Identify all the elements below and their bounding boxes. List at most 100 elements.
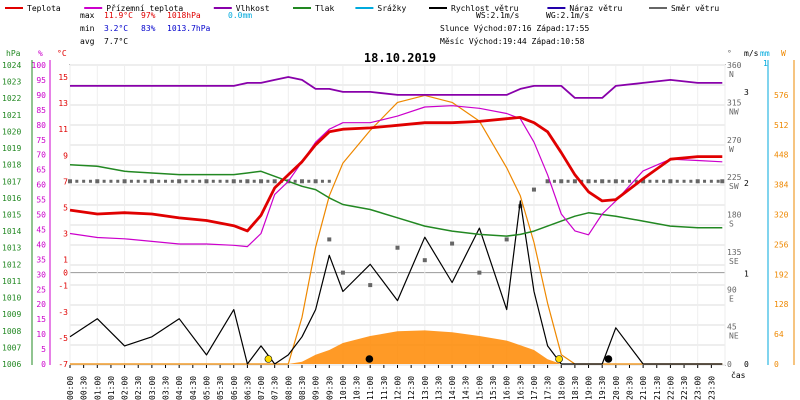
- axis-time-tick: 13:30: [434, 376, 443, 400]
- axis-dir-label: °: [727, 49, 732, 58]
- axis-humidity-tick: 50: [36, 211, 46, 220]
- axis-solar-tick: 576: [774, 91, 789, 100]
- axis-pressure-tick: 1015: [2, 211, 21, 220]
- info-sun: Slunce Východ:07:16 Západ:17:55: [440, 24, 589, 33]
- axis-temp-tick: -1: [58, 282, 68, 291]
- wind-dir-dot: [327, 179, 331, 183]
- axis-pressure-tick: 1014: [2, 227, 21, 236]
- info-moon: Měsíc Východ:19:44 Západ:10:58: [440, 37, 585, 46]
- wind-dir-dot: [627, 179, 631, 183]
- axis-humidity-tick: 85: [36, 106, 46, 115]
- axis-solar-tick: 64: [774, 330, 784, 339]
- axis-time-tick: 06:00: [230, 376, 239, 400]
- axis-humidity-tick: 40: [36, 240, 46, 249]
- stats-max-temp: 11.9°C: [104, 11, 133, 20]
- wind-dir-dot: [157, 179, 161, 183]
- wind-dir-point: [477, 270, 482, 275]
- axis-humidity-tick: 55: [36, 196, 46, 205]
- axis-humidity-label: %: [38, 49, 43, 58]
- wind-dir-dot: [300, 179, 304, 183]
- pressure-line: [69, 163, 723, 237]
- axis-dir-tick: 360: [727, 61, 742, 70]
- legend-label-wind: Rychlost větru: [451, 4, 519, 13]
- wind-dir-dot: [129, 179, 133, 183]
- moonrise-marker: [604, 355, 613, 363]
- wind-dir-point: [504, 237, 509, 242]
- wind-dir-dot: [682, 179, 686, 183]
- axis-humidity-tick: 70: [36, 151, 46, 160]
- axis-time-tick: 10:30: [353, 376, 362, 400]
- stats-max-press: 1018hPa: [167, 11, 201, 20]
- axis-time-tick: 18:30: [571, 376, 580, 400]
- legend-label-dir: Směr větru: [671, 4, 719, 13]
- axis-humidity-tick: 75: [36, 136, 46, 145]
- axis-time-tick: 00:00: [66, 376, 75, 400]
- wind-dir-point: [340, 270, 345, 275]
- stats-max-hum: 97%: [141, 11, 156, 20]
- axis-pressure-label: hPa: [6, 49, 21, 58]
- stats-max-rain: 0.0mm: [228, 11, 252, 20]
- wind-dir-dot: [573, 179, 577, 183]
- wind-dir-point: [518, 204, 523, 209]
- axis-time-tick: 09:00: [312, 376, 321, 400]
- wind-dir-dot: [225, 179, 229, 183]
- wind-dir-dot: [143, 179, 147, 183]
- axis-time-tick: 19:00: [585, 376, 594, 400]
- wind-dir-point: [327, 237, 332, 242]
- axis-dir-tick: 0: [727, 360, 732, 369]
- wind-dir-dot: [123, 179, 127, 183]
- stats-avg-temp: 7.7°C: [104, 37, 128, 46]
- axis-humidity-tick: 25: [36, 285, 46, 294]
- axis-time-tick: 04:30: [189, 376, 198, 400]
- axis-solar-tick: 512: [774, 121, 789, 130]
- wind-dir-dot: [716, 179, 720, 183]
- stats-min-hum: 83%: [141, 24, 156, 33]
- humidity-line: [70, 76, 723, 99]
- axis-time-tick: 20:00: [612, 376, 621, 400]
- axis-time-tick: 06:30: [243, 376, 252, 400]
- axis-time-tick: 12:30: [407, 376, 416, 400]
- wind-dir-dot: [307, 179, 311, 183]
- wind-dir-point: [531, 187, 536, 192]
- wind-dir-point: [450, 241, 455, 246]
- axis-humidity-tick: 35: [36, 255, 46, 264]
- axis-time-tick: 08:30: [298, 376, 307, 400]
- wind-dir-dot: [136, 179, 140, 183]
- wind-dir-dot: [689, 179, 693, 183]
- wind-dir-dot: [655, 179, 659, 183]
- plot-area: [68, 64, 726, 366]
- radiation-area: [70, 330, 723, 364]
- axis-time-tick: 01:30: [107, 376, 116, 400]
- axis-time-tick: 17:30: [544, 376, 553, 400]
- wind-dir-dot: [191, 179, 195, 183]
- wind-line: [69, 200, 723, 365]
- legend-label-feels: Přízemní teplota: [106, 4, 183, 13]
- axis-time-tick: 04:00: [175, 376, 184, 400]
- axis-dir-tick: 315: [727, 98, 742, 107]
- axis-time-tick: 11:30: [380, 376, 389, 400]
- axis-dir-tick: 180: [727, 211, 742, 220]
- axis-time-tick: 22:00: [666, 376, 675, 400]
- axis-time-tick: 09:30: [325, 376, 334, 400]
- axis-time-tick: 05:30: [216, 376, 225, 400]
- axis-time-tick: 07:30: [271, 376, 280, 400]
- wind-dir-dot: [116, 179, 120, 183]
- wind-dir-dot: [600, 179, 604, 183]
- wind-dir-point: [422, 258, 427, 263]
- axis-humidity-tick: 60: [36, 181, 46, 190]
- axis-wind-tick: 0: [744, 360, 749, 369]
- axis-time-tick: 16:30: [516, 376, 525, 400]
- axis-solar-tick: 320: [774, 211, 789, 220]
- axis-solar-tick: 128: [774, 300, 789, 309]
- wind-dir-dot: [198, 179, 202, 183]
- wind-dir-dot: [150, 179, 154, 183]
- wind-dir-dot: [218, 179, 222, 183]
- axis-time-tick: 21:30: [653, 376, 662, 400]
- wind-dir-dot: [109, 179, 113, 183]
- temperature-line: [69, 116, 723, 233]
- axis-time-tick: 15:30: [489, 376, 498, 400]
- axis-wind-label: m/s: [744, 49, 759, 58]
- axis-time-tick: 14:30: [462, 376, 471, 400]
- axes: hPa1024102310221021102010191018101710161…: [2, 49, 795, 400]
